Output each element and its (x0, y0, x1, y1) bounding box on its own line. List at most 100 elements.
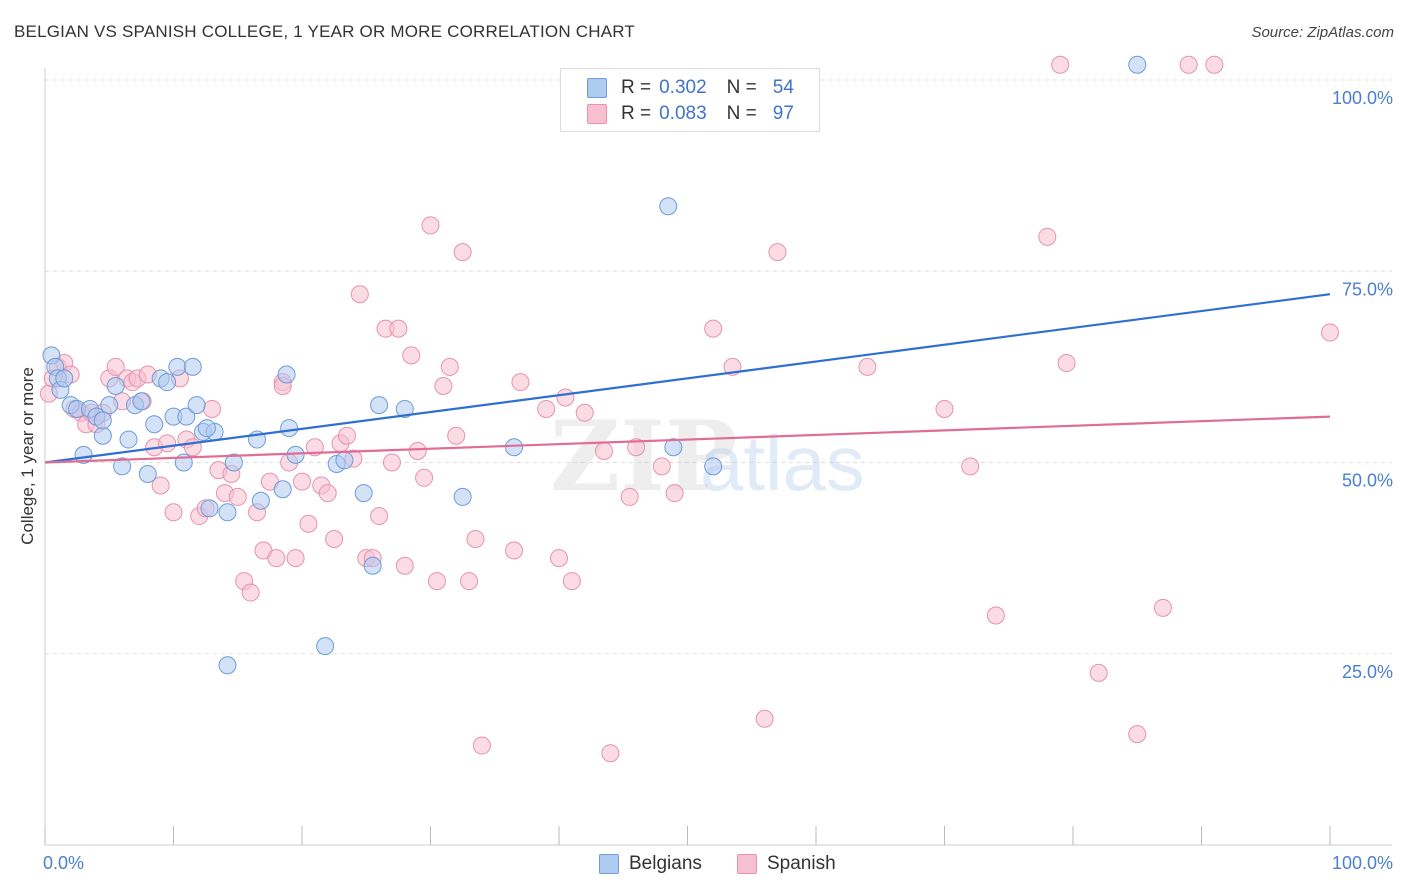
belgian-point (363, 556, 382, 575)
spanish-point (601, 744, 620, 763)
spanish-point (106, 357, 125, 376)
r-value-belgians: 0.302 (659, 77, 707, 98)
spanish-point (556, 388, 575, 407)
spanish-point (389, 319, 408, 338)
spanish-point (665, 484, 684, 503)
axes (44, 68, 1392, 846)
spanish-point (1179, 55, 1198, 74)
legend-item-spanish: Spanish (737, 852, 836, 876)
belgian-point (55, 369, 74, 388)
spanish-legend-swatch (737, 854, 757, 874)
x-tick-label-left: 0.0% (43, 853, 84, 873)
belgian-point (218, 503, 237, 522)
spanish-point (434, 377, 453, 395)
y-tick-label: 25.0% (1342, 662, 1393, 682)
belgian-point (113, 457, 132, 476)
spanish-point (466, 530, 485, 548)
belgian-point (93, 426, 112, 445)
tick-labels: 25.0% 50.0% 75.0% 100.0% 0.0% 100.0% (43, 88, 1393, 873)
spanish-point (325, 530, 344, 548)
belgian-point (218, 656, 237, 675)
r-label: R = (621, 77, 652, 98)
r-label: R = (621, 103, 652, 124)
spanish-point (768, 243, 787, 262)
spanish-point (382, 453, 401, 472)
belgian-point (251, 491, 270, 510)
belgian-point (100, 396, 119, 415)
belgians-trend-line (44, 293, 1331, 464)
spanish-point (505, 541, 524, 560)
belgian-point (1128, 55, 1147, 74)
legend-item-belgians: Belgians (599, 852, 702, 876)
spanish-point (1205, 55, 1224, 74)
belgians-legend-label: Belgians (629, 853, 702, 874)
belgian-point (145, 415, 164, 434)
belgian-point (106, 377, 125, 395)
n-label: N = (726, 103, 757, 124)
spanish-point (652, 457, 671, 476)
belgian-point (200, 499, 219, 518)
belgian-point (224, 453, 243, 472)
spanish-point (415, 468, 434, 487)
spanish-point (627, 438, 646, 457)
n-value-belgians: 54 (772, 77, 794, 98)
spanish-point (440, 357, 459, 376)
spanish-point (370, 507, 389, 526)
spanish-point (447, 426, 466, 445)
spanish-point (961, 457, 980, 476)
spanish-point (1153, 598, 1172, 617)
y-tick-label: 50.0% (1342, 471, 1393, 491)
spanish-point (460, 572, 479, 591)
spanish-point (537, 399, 556, 418)
belgian-point (273, 480, 292, 499)
source-label: Source: ZipAtlas.com (1251, 24, 1394, 41)
n-label: N = (726, 77, 757, 98)
x-tick-label-right: 100.0% (1332, 853, 1393, 873)
belgian-point (280, 419, 299, 438)
belgian-point (505, 438, 524, 457)
spanish-point (1038, 227, 1057, 246)
spanish-point (203, 399, 222, 418)
spanish-point (427, 572, 446, 591)
spanish-point (511, 373, 530, 392)
spanish-point (550, 549, 568, 568)
belgian-point (187, 396, 206, 415)
spanish-point (350, 285, 369, 304)
belgian-point (316, 637, 335, 656)
spanish-point (935, 399, 954, 418)
belgian-point (354, 484, 373, 503)
belgian-point (664, 438, 683, 457)
belgian-point (277, 365, 296, 384)
legend-stats: R = 0.302 N = 54 R = 0.083 N = 97 (560, 68, 820, 132)
spanish-point (395, 556, 414, 575)
spanish-point (562, 572, 581, 591)
spanish-point (421, 216, 440, 235)
spanish-point (1051, 55, 1070, 74)
n-value-spanish: 97 (772, 103, 794, 124)
spanish-point (594, 442, 613, 461)
belgian-point (158, 373, 177, 392)
belgian-points (42, 55, 1147, 675)
belgian-point (659, 197, 678, 216)
spanish-point (755, 709, 774, 728)
spanish-point (267, 549, 286, 568)
spanish-point (1321, 323, 1339, 342)
belgian-point (93, 411, 112, 430)
belgian-point (335, 451, 354, 470)
belgian-point (704, 457, 723, 476)
belgian-point (453, 487, 472, 506)
spanish-point (299, 514, 318, 533)
belgian-point (395, 399, 414, 418)
spanish-point (1089, 663, 1108, 682)
spanish-point (164, 503, 183, 522)
spanish-point (1128, 725, 1147, 744)
spanish-point (151, 476, 170, 495)
spanish-point (228, 487, 247, 506)
y-tick-label: 75.0% (1342, 279, 1393, 299)
spanish-point (305, 438, 324, 457)
spanish-point (1057, 354, 1076, 373)
watermark-atlas: atlas (700, 419, 865, 507)
spanish-point (620, 487, 639, 506)
spanish-point (453, 243, 472, 262)
grid-lines (45, 79, 1392, 655)
